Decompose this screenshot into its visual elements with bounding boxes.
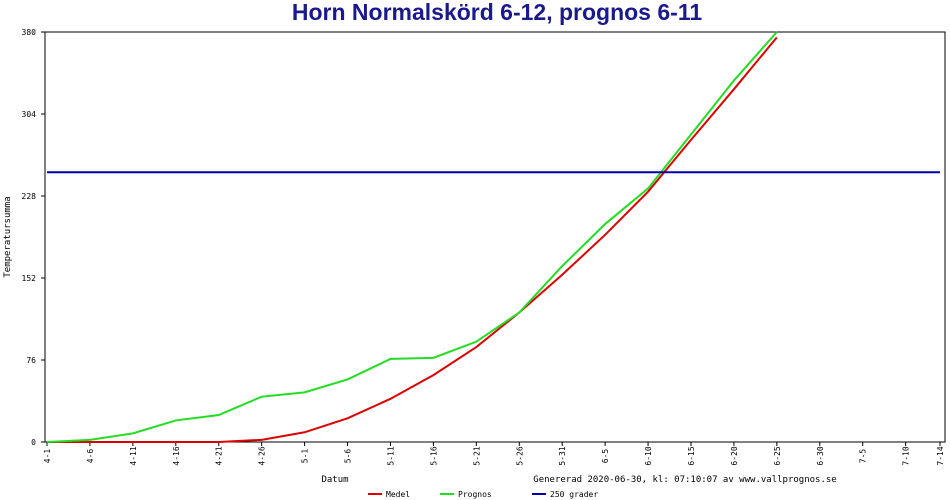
x-tick-label: 4-11 [129,446,138,465]
x-tick-label: 4-16 [172,446,181,465]
series-line [46,31,778,443]
x-tick-label: 6-20 [730,446,739,465]
y-tick-label: 0 [31,438,36,447]
plot-frame [44,31,946,443]
x-tick-label: 5-1 [301,449,310,464]
x-tick-label: 6-30 [816,446,825,465]
x-tick-label: 7-5 [859,449,868,464]
y-axis-label: Temperatursumma [3,196,13,277]
x-tick-label: 5-31 [558,446,567,465]
y-tick-label: 152 [22,274,37,283]
x-tick-label: 5-11 [386,446,395,465]
x-tick-label: 7-14 [936,446,945,465]
x-tick-label: 6-15 [687,446,696,465]
annotation: Genererad 2020-06-30, kl: 07:10:07 av ww… [533,475,836,485]
y-tick-label: 76 [26,356,36,365]
x-tick-label: 5-16 [429,446,438,465]
x-tick-label: 4-1 [43,449,52,464]
x-tick-label: 4-6 [86,449,95,464]
x-tick-label: 5-21 [472,446,481,465]
x-tick-label: 6-5 [601,449,610,464]
x-axis-label: Datum [321,475,348,485]
x-tick-label: 7-10 [902,446,911,465]
y-tick-label: 304 [22,110,37,119]
x-tick-label: 6-25 [773,446,782,465]
x-tick-label: 5-6 [344,449,353,464]
chart-title: Horn Normalskörd 6-12, prognos 6-11 [292,0,702,25]
x-tick-label: 5-26 [515,446,524,465]
y-tick-label: 228 [22,192,37,201]
series-line [47,36,778,443]
x-tick-label: 4-26 [258,446,267,465]
y-tick-label: 380 [22,28,37,37]
x-tick-label: 6-10 [644,446,653,465]
legend-label: Prognos [458,490,492,499]
legend-label: Medel [386,490,410,499]
legend-label: 250 grader [550,490,598,499]
x-tick-label: 4-21 [215,446,224,465]
